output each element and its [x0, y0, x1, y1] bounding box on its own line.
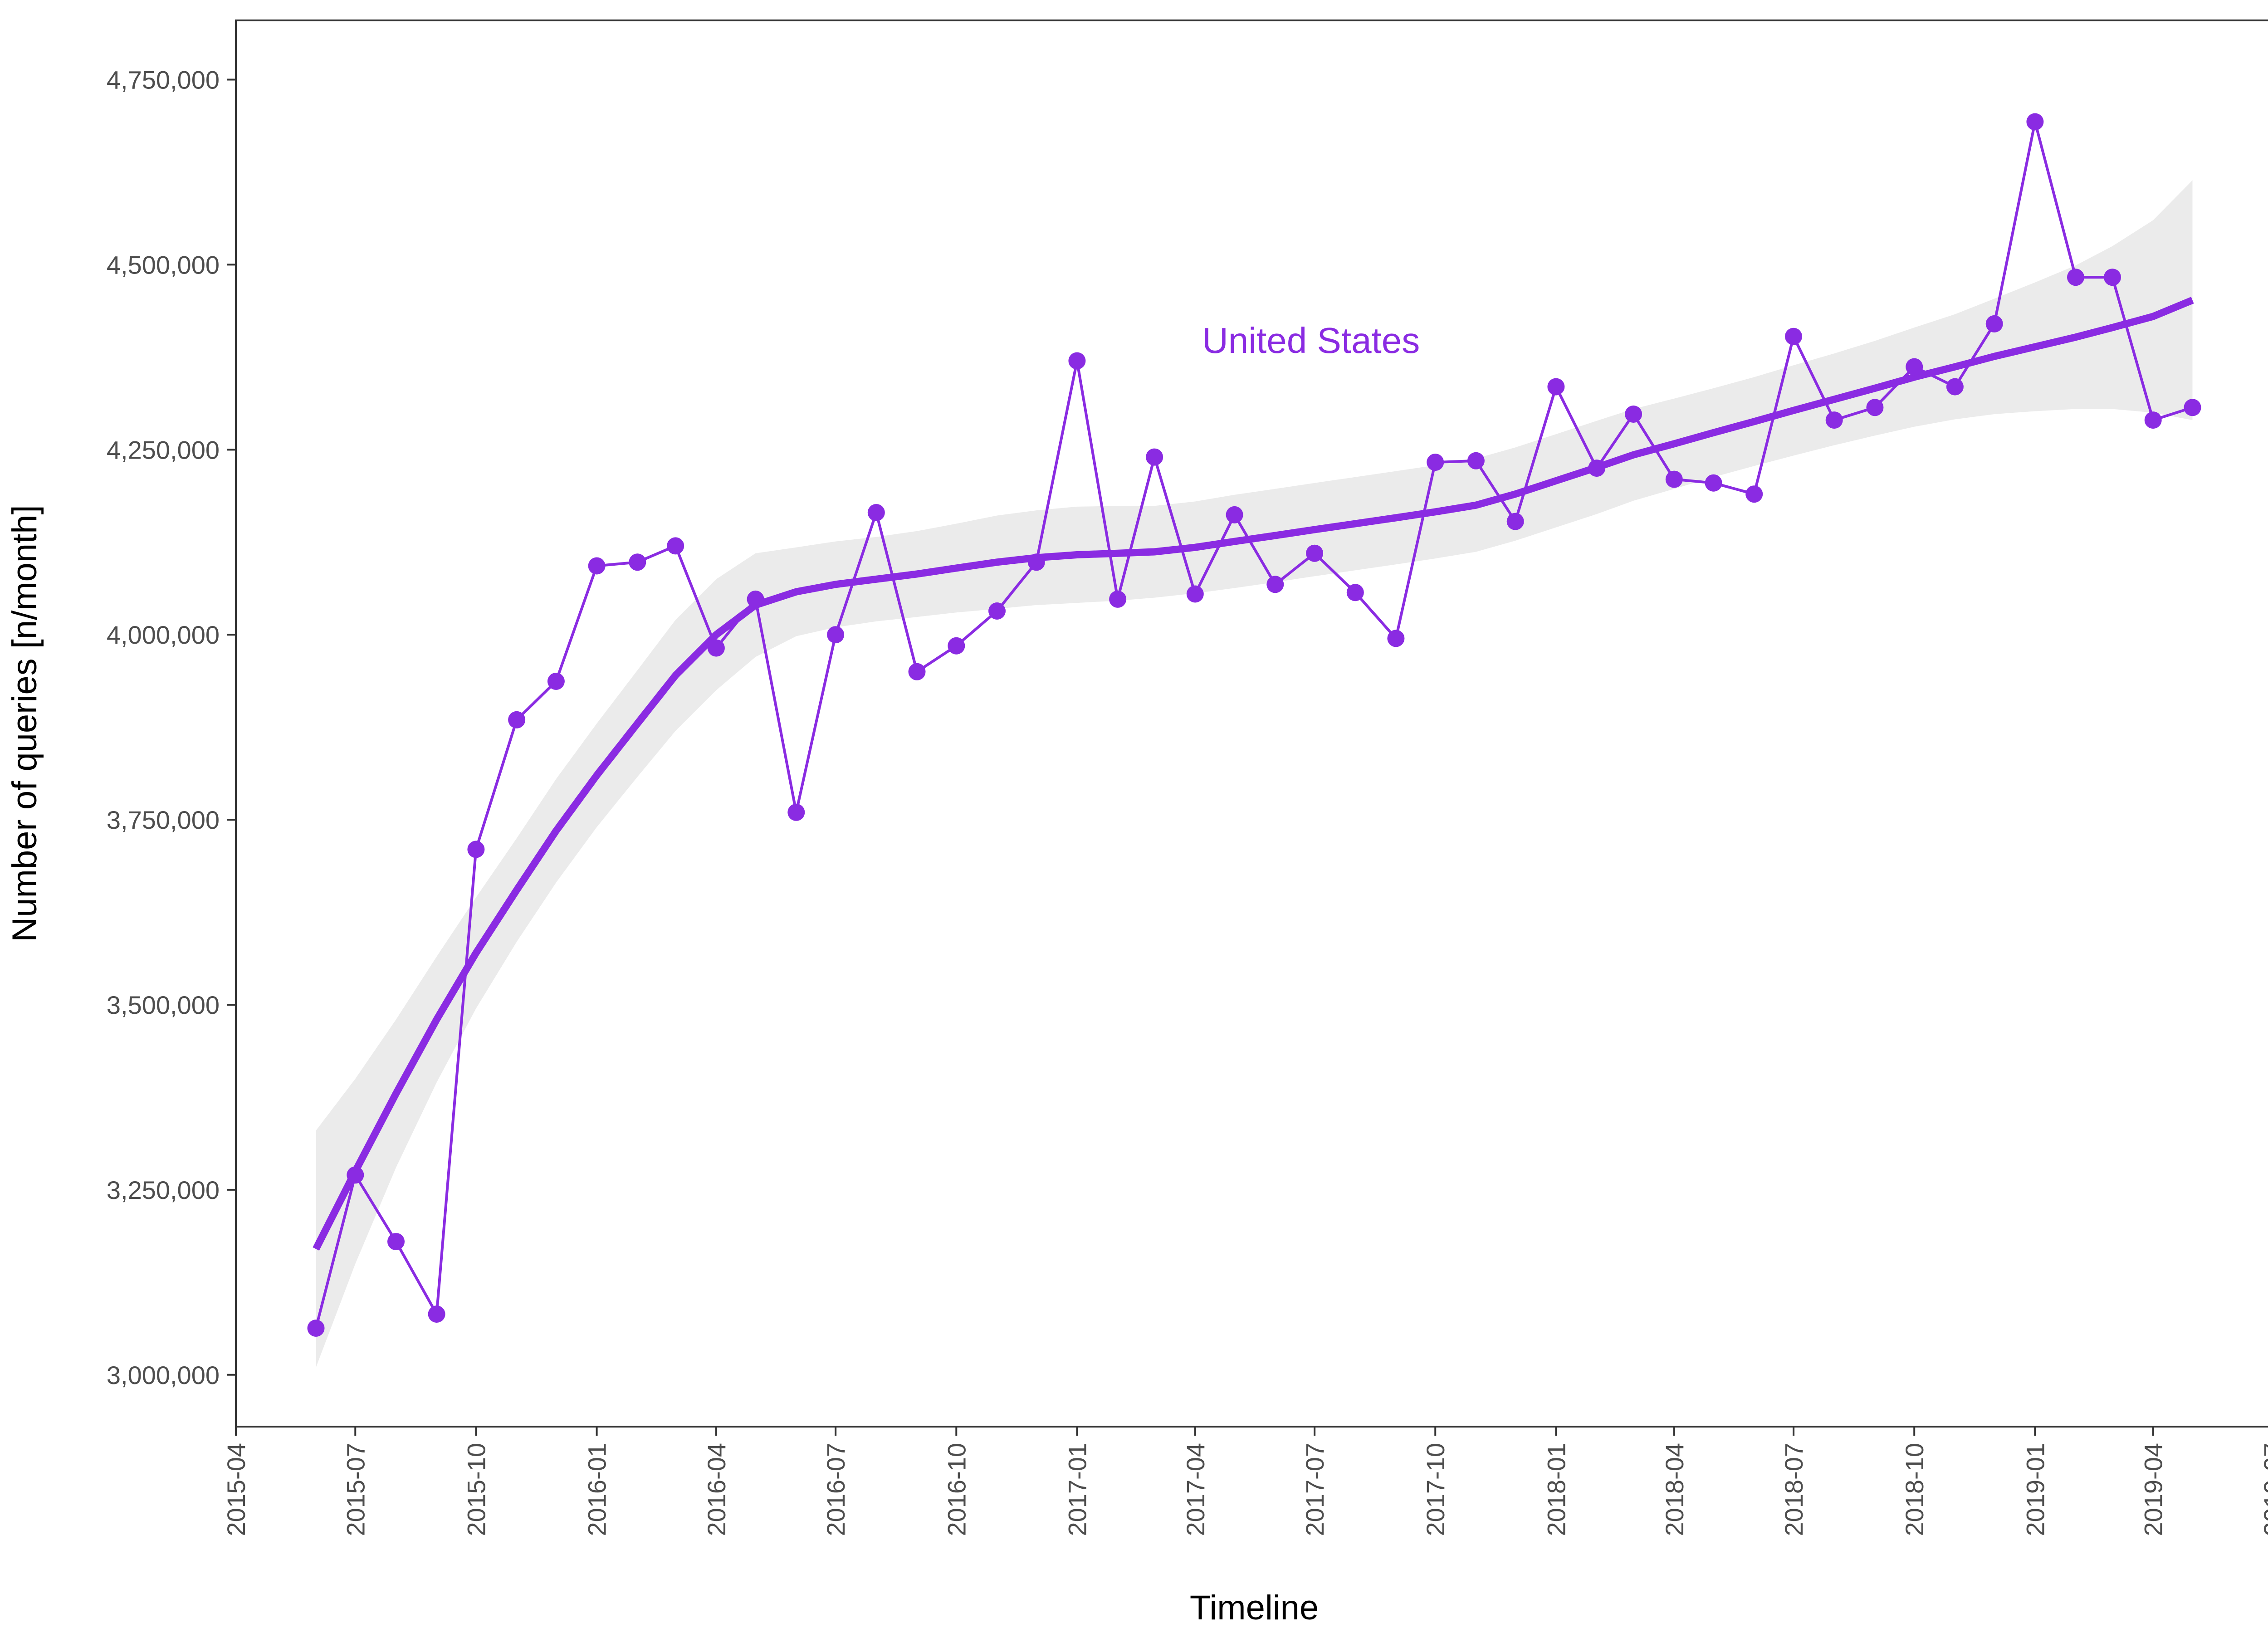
y-tick-label: 3,250,000 [107, 1176, 220, 1204]
x-tick-label: 2018-04 [1660, 1443, 1689, 1536]
data-point [1387, 630, 1405, 647]
x-tick-label: 2016-01 [583, 1443, 611, 1536]
x-tick-label: 2018-10 [1900, 1443, 1929, 1536]
data-point [908, 663, 926, 680]
data-point [508, 711, 526, 728]
data-point [1985, 315, 2003, 332]
data-point [547, 673, 565, 690]
y-tick-label: 4,500,000 [107, 250, 220, 279]
y-tick-label: 3,500,000 [107, 991, 220, 1019]
data-point [2184, 399, 2201, 416]
data-point [867, 504, 885, 521]
data-point [1625, 406, 1642, 423]
data-point [2144, 411, 2162, 429]
y-tick-label: 4,750,000 [107, 66, 220, 94]
data-point [428, 1305, 445, 1323]
x-tick-label: 2015-10 [462, 1443, 490, 1536]
x-tick-label: 2016-10 [942, 1443, 971, 1536]
x-tick-label: 2019-04 [2139, 1443, 2168, 1536]
data-point [1825, 411, 1843, 429]
x-tick-label: 2016-04 [702, 1443, 731, 1536]
data-point [1109, 590, 1127, 608]
x-tick-label: 2016-07 [821, 1443, 850, 1536]
data-point [1306, 544, 1324, 562]
y-tick-label: 3,000,000 [107, 1361, 220, 1389]
data-point [1027, 553, 1045, 571]
data-point [1785, 328, 1802, 345]
data-point [1146, 448, 1163, 466]
y-axis-title: Number of queries [n/month] [5, 505, 44, 942]
data-point [1467, 452, 1485, 469]
data-point [347, 1166, 364, 1184]
y-tick-label: 4,250,000 [107, 435, 220, 464]
data-point [307, 1320, 325, 1337]
data-point [707, 639, 725, 657]
data-point [1946, 378, 1964, 396]
data-point [1186, 585, 1204, 603]
y-tick-label: 3,750,000 [107, 806, 220, 834]
x-tick-label: 2019-01 [2021, 1443, 2049, 1536]
data-point [1068, 352, 1086, 370]
data-point [1547, 378, 1565, 396]
y-axis: 3,000,000 3,250,000 3,500,000 3,750,000 4,00… [107, 66, 236, 1389]
smooth-line-layer [313, 297, 2194, 1251]
series-layer [307, 113, 2201, 1337]
x-tick-label: 2017-01 [1063, 1443, 1091, 1536]
data-point [2026, 113, 2044, 131]
confidence-band-layer [316, 180, 2193, 1368]
x-tick-label: 2017-10 [1421, 1443, 1450, 1536]
data-point [387, 1233, 405, 1251]
data-point [787, 803, 805, 821]
data-point [1745, 485, 1763, 503]
data-point [1226, 506, 1243, 523]
confidence-band [316, 180, 2193, 1368]
data-point [1266, 576, 1284, 593]
data-point [1506, 513, 1524, 530]
data-point [1705, 474, 1722, 492]
data-point [1588, 460, 1606, 477]
data-point [1665, 470, 1683, 488]
data-point [827, 626, 845, 644]
data-point [1427, 454, 1444, 471]
x-tick-label: 2017-04 [1181, 1443, 1210, 1536]
x-tick-label: 2015-07 [341, 1443, 370, 1536]
x-tick-label: 2017-07 [1300, 1443, 1329, 1536]
data-point [1866, 399, 1884, 416]
data-point [1906, 358, 1923, 376]
x-tick-label: 2015-04 [222, 1443, 250, 1536]
data-point [629, 553, 646, 571]
data-point [1346, 584, 1364, 601]
data-point [467, 841, 485, 858]
data-point [2104, 269, 2121, 286]
data-point [948, 637, 965, 655]
data-point [667, 537, 684, 555]
data-point [2067, 269, 2084, 286]
data-point [588, 557, 606, 575]
data-point [988, 602, 1006, 620]
x-tick-label: 2018-07 [1779, 1443, 1808, 1536]
smooth-trend-line [313, 297, 2194, 1251]
x-axis-title: Timeline [1190, 1589, 1319, 1627]
x-tick-label: 2019-07 [2258, 1443, 2268, 1536]
series-annotation: United States [1202, 320, 1420, 361]
x-axis: 2015-04 2015-07 2015-10 2016-01 2016-04 2016-… [222, 1427, 2268, 1536]
data-point [747, 590, 764, 608]
y-tick-label: 4,000,000 [107, 621, 220, 649]
x-tick-label: 2018-01 [1542, 1443, 1570, 1536]
plot-panel [235, 20, 2268, 1428]
